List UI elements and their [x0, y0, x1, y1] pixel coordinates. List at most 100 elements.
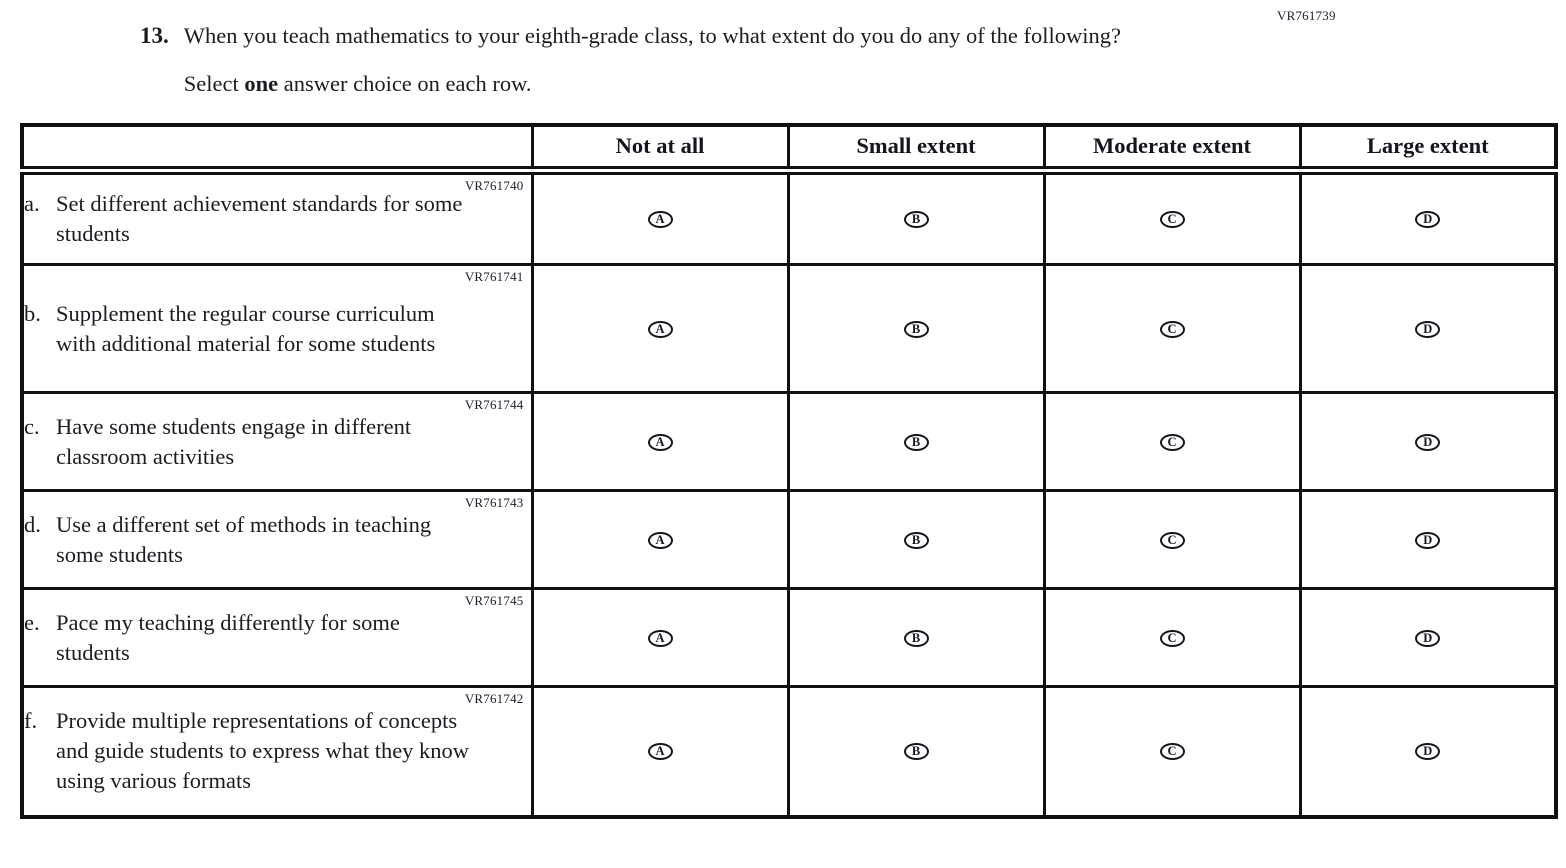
- answer-option-c[interactable]: C: [1159, 629, 1185, 647]
- answer-option-b[interactable]: B: [903, 320, 929, 338]
- item-cell-b: VR761741 b. Supplement the regular cours…: [20, 263, 534, 394]
- table-row-b: VR761741 b. Supplement the regular cours…: [20, 263, 1558, 394]
- option-letter: B: [911, 434, 921, 449]
- answer-option-d[interactable]: D: [1415, 531, 1441, 549]
- answer-option-d[interactable]: D: [1415, 629, 1441, 647]
- option-letter: A: [655, 744, 665, 759]
- option-letter: B: [911, 321, 921, 336]
- item-text-b: Supplement the regular course curriculum…: [56, 300, 436, 356]
- item-code-e: VR761745: [464, 593, 524, 608]
- instruction-prefix: Select: [183, 70, 245, 96]
- column-header-not-at-all: Not at all: [530, 123, 790, 175]
- option-letter: A: [655, 532, 665, 547]
- answer-option-d[interactable]: D: [1415, 320, 1441, 338]
- option-cell: A: [530, 587, 790, 688]
- item-c: c. Have some students engage in differen…: [24, 412, 531, 472]
- table-row-d: VR761743 d. Use a different set of metho…: [20, 489, 1558, 590]
- answer-option-a[interactable]: A: [647, 531, 673, 549]
- option-cell: C: [1042, 489, 1302, 590]
- option-letter: C: [1167, 321, 1177, 336]
- option-cell: A: [530, 263, 790, 394]
- item-cell-a: VR761740 a. Set different achievement st…: [20, 169, 534, 266]
- option-cell: A: [530, 169, 790, 266]
- answer-option-a[interactable]: A: [647, 743, 673, 761]
- instruction-bold-word: one: [244, 70, 279, 96]
- column-header-small-extent: Small extent: [786, 123, 1046, 175]
- answer-option-b[interactable]: B: [903, 743, 929, 761]
- answer-option-c[interactable]: C: [1159, 433, 1185, 451]
- option-letter: C: [1167, 212, 1177, 226]
- option-cell: A: [530, 489, 790, 590]
- answer-option-d[interactable]: D: [1415, 433, 1441, 451]
- option-cell: C: [1042, 263, 1302, 394]
- option-letter: D: [1423, 434, 1433, 449]
- item-letter-e: e.: [24, 609, 40, 635]
- item-code-d: VR761743: [464, 495, 524, 510]
- header-stub-cell: [20, 123, 534, 175]
- question-instruction: Select one answer choice on each row.: [184, 71, 1121, 97]
- option-letter: A: [655, 434, 665, 449]
- question-block: 13. When you teach mathematics to your e…: [0, 0, 1566, 97]
- answer-option-b[interactable]: B: [903, 629, 929, 647]
- answer-option-d[interactable]: D: [1415, 211, 1441, 228]
- item-text-a: Set different achievement standards for …: [56, 191, 463, 246]
- option-cell: C: [1042, 169, 1302, 266]
- question-body: When you teach mathematics to your eight…: [184, 20, 1121, 97]
- option-cell: D: [1298, 685, 1558, 818]
- option-cell: C: [1042, 587, 1302, 688]
- answer-option-b[interactable]: B: [903, 433, 929, 451]
- option-cell: B: [786, 169, 1046, 266]
- option-letter: B: [911, 532, 921, 547]
- option-cell: C: [1042, 685, 1302, 818]
- item-text-f: Provide multiple representations of conc…: [56, 708, 470, 794]
- answer-option-c[interactable]: C: [1159, 531, 1185, 549]
- option-cell: B: [786, 685, 1046, 818]
- option-cell: B: [786, 263, 1046, 394]
- option-cell: B: [786, 587, 1046, 688]
- item-d: d. Use a different set of methods in tea…: [24, 510, 531, 570]
- option-cell: D: [1298, 391, 1558, 492]
- answer-matrix-table: Not at all Small extent Moderate extent …: [20, 122, 1558, 819]
- item-e: e. Pace my teaching differently for some…: [24, 608, 531, 668]
- option-letter: D: [1423, 321, 1433, 336]
- item-cell-c: VR761744 c. Have some students engage in…: [20, 391, 534, 492]
- option-letter: A: [655, 321, 665, 336]
- option-cell: A: [530, 685, 790, 818]
- answer-option-c[interactable]: C: [1159, 211, 1185, 228]
- option-cell: A: [530, 391, 790, 492]
- option-cell: D: [1298, 169, 1558, 266]
- item-f: f. Provide multiple representations of c…: [24, 706, 531, 796]
- answer-option-a[interactable]: A: [647, 629, 673, 647]
- answer-option-d[interactable]: D: [1415, 743, 1441, 761]
- item-letter-b: b.: [24, 300, 41, 326]
- table-row-f: VR761742 f. Provide multiple representat…: [20, 685, 1558, 818]
- option-cell: D: [1298, 489, 1558, 590]
- option-letter: D: [1423, 532, 1433, 547]
- item-text-d: Use a different set of methods in teachi…: [56, 511, 432, 567]
- table-row-e: VR761745 e. Pace my teaching differently…: [20, 587, 1558, 688]
- item-b: b. Supplement the regular course curricu…: [24, 299, 531, 359]
- option-cell: B: [786, 489, 1046, 590]
- answer-option-c[interactable]: C: [1159, 320, 1185, 338]
- item-code-f: VR761742: [464, 691, 524, 706]
- answer-option-c[interactable]: C: [1159, 743, 1185, 761]
- item-text-e: Pace my teaching differently for some st…: [56, 609, 400, 665]
- item-cell-e: VR761745 e. Pace my teaching differently…: [20, 587, 534, 688]
- table-row-a: VR761740 a. Set different achievement st…: [20, 169, 1558, 266]
- instruction-suffix: answer choice on each row.: [278, 70, 532, 96]
- header-row: Not at all Small extent Moderate extent …: [20, 123, 1558, 175]
- item-code-a: VR761740: [464, 178, 524, 193]
- answer-option-a[interactable]: A: [647, 211, 673, 228]
- option-letter: C: [1167, 630, 1177, 645]
- answer-option-b[interactable]: B: [903, 211, 929, 228]
- option-cell: D: [1298, 587, 1558, 688]
- answer-option-b[interactable]: B: [903, 531, 929, 549]
- answer-option-a[interactable]: A: [647, 433, 673, 451]
- option-letter: C: [1167, 434, 1177, 449]
- option-cell: D: [1298, 263, 1558, 394]
- item-cell-f: VR761742 f. Provide multiple representat…: [20, 685, 534, 818]
- option-letter: D: [1423, 744, 1433, 759]
- answer-option-a[interactable]: A: [647, 320, 673, 338]
- page-form-code: VR761739: [1277, 8, 1336, 23]
- question-text: When you teach mathematics to your eight…: [183, 23, 1121, 48]
